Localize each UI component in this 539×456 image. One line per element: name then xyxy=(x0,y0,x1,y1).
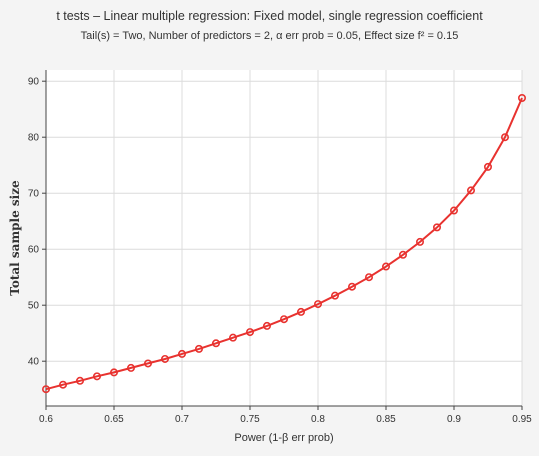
data-point xyxy=(483,162,492,171)
y-tick-label: 60 xyxy=(28,245,40,256)
data-point xyxy=(296,307,305,316)
data-point xyxy=(381,262,390,271)
data-point xyxy=(178,349,187,358)
x-tick-label: 0.9 xyxy=(447,414,461,425)
data-point xyxy=(279,315,288,324)
x-tick-label: 0.85 xyxy=(376,414,396,425)
data-point xyxy=(517,94,526,103)
data-point xyxy=(313,300,322,309)
y-tick-label: 70 xyxy=(28,189,40,200)
data-point xyxy=(466,186,475,195)
data-point xyxy=(500,133,509,142)
data-point xyxy=(58,380,67,389)
data-point xyxy=(364,273,373,282)
data-point xyxy=(127,363,136,372)
data-point xyxy=(449,206,458,215)
x-tick-label: 0.65 xyxy=(104,414,124,425)
data-point xyxy=(330,291,339,300)
y-tick-label: 90 xyxy=(28,77,40,88)
x-tick-label: 0.95 xyxy=(512,414,532,425)
y-tick-label: 50 xyxy=(28,301,40,312)
x-tick-label: 0.6 xyxy=(39,414,53,425)
x-axis-label: Power (1-β err prob) xyxy=(234,432,333,444)
data-point xyxy=(195,344,204,353)
data-point xyxy=(347,282,356,291)
x-tick-label: 0.8 xyxy=(311,414,325,425)
y-tick-label: 40 xyxy=(28,357,40,368)
data-point xyxy=(76,376,85,385)
x-tick-label: 0.75 xyxy=(240,414,260,425)
x-tick-label: 0.7 xyxy=(175,414,189,425)
data-point xyxy=(229,333,238,342)
y-tick-label: 80 xyxy=(28,133,40,144)
data-point xyxy=(161,354,170,363)
chart-title: t tests – Linear multiple regression: Fi… xyxy=(56,9,483,23)
series-line xyxy=(45,97,523,391)
y-axis-label: Total sample size xyxy=(8,180,22,296)
data-point xyxy=(144,359,153,368)
data-point xyxy=(415,237,424,246)
data-point xyxy=(398,250,407,259)
data-point xyxy=(110,368,119,377)
chart-subtitle: Tail(s) = Two, Number of predictors = 2,… xyxy=(80,30,459,42)
data-point xyxy=(212,339,221,348)
data-point xyxy=(41,385,50,394)
data-point xyxy=(262,321,271,330)
plot-area xyxy=(46,70,522,406)
data-point xyxy=(246,328,255,337)
data-point xyxy=(432,223,441,232)
data-point xyxy=(93,372,102,381)
